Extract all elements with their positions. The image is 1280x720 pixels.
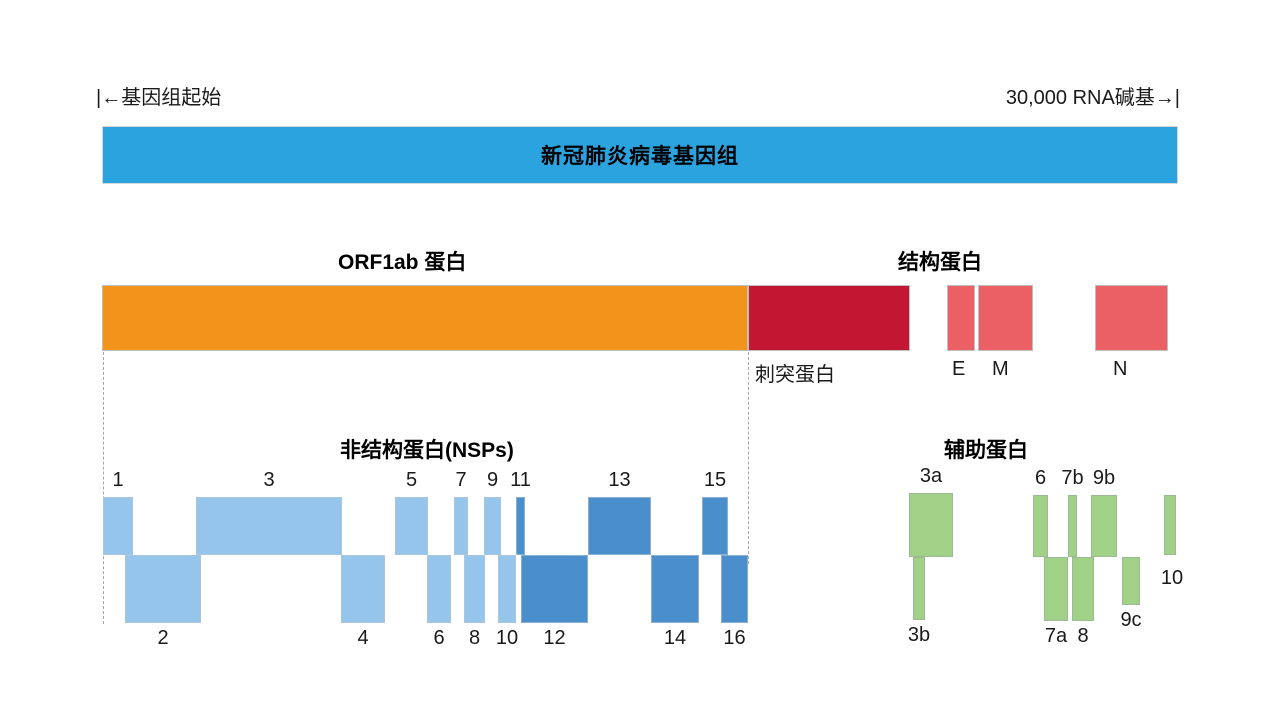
- accessory-number-label: 7a: [1044, 625, 1068, 647]
- nsp-number-label: 6: [433, 627, 445, 649]
- nsp-number-label: 8: [468, 627, 481, 649]
- nsp-number-label: 3: [263, 469, 275, 491]
- accessory-block: [1072, 557, 1094, 621]
- nsp-block: [196, 497, 342, 555]
- nsp-block: [454, 497, 468, 555]
- accessory-number-label: 7b: [1061, 467, 1084, 489]
- heading-orf1ab: ORF1ab 蛋白: [338, 251, 467, 274]
- nsp-number-label: 11: [510, 469, 531, 491]
- accessory-block: [1044, 557, 1068, 621]
- n-protein-bar: [1095, 285, 1168, 351]
- nsp-number-label: 5: [405, 469, 418, 491]
- nsp-block: [125, 555, 201, 623]
- spike-protein-label: 刺突蛋白: [755, 364, 835, 386]
- genome-start-label: |←基因组起始: [96, 87, 222, 109]
- m-protein-label: M: [992, 358, 1009, 380]
- nsp-number-label: 14: [663, 627, 687, 649]
- n-protein-label: N: [1113, 358, 1128, 380]
- accessory-block: [1068, 495, 1077, 557]
- e-protein-label: E: [952, 358, 966, 380]
- nsp-number-label: 16: [723, 627, 746, 649]
- nsp-number-label: 13: [608, 469, 631, 491]
- accessory-block: [1091, 495, 1117, 557]
- orf1ab-protein-bar: [102, 285, 748, 351]
- genome-bar: 新冠肺炎病毒基因组: [102, 126, 1178, 184]
- guide-line-left: [103, 352, 104, 624]
- e-protein-bar: [947, 285, 975, 351]
- heading-structural: 结构蛋白: [898, 251, 982, 274]
- nsp-block: [702, 497, 728, 555]
- nsp-number-label: 1: [112, 469, 124, 491]
- accessory-number-label: 8: [1077, 625, 1089, 647]
- nsp-block: [651, 555, 699, 623]
- nsp-block: [484, 497, 501, 555]
- accessory-block: [1122, 557, 1140, 605]
- nsp-number-label: 2: [157, 627, 169, 649]
- accessory-block: [1033, 495, 1048, 557]
- nsp-block: [464, 555, 485, 623]
- heading-accessory: 辅助蛋白: [944, 439, 1028, 462]
- nsp-number-label: 10: [495, 627, 519, 649]
- accessory-number-label: 6: [1034, 467, 1047, 489]
- spike-protein-bar: [748, 285, 910, 351]
- nsp-block: [516, 497, 525, 555]
- accessory-block: [909, 493, 953, 557]
- nsp-number-label: 9: [486, 469, 499, 491]
- nsp-block: [721, 555, 748, 623]
- accessory-number-label: 3a: [919, 465, 943, 487]
- nsp-number-label: 7: [455, 469, 467, 491]
- accessory-number-label: 10: [1160, 567, 1184, 589]
- nsp-number-label: 4: [357, 627, 369, 649]
- accessory-number-label: 9b: [1092, 467, 1116, 489]
- nsp-number-label: 12: [543, 627, 566, 649]
- nsp-block: [427, 555, 451, 623]
- accessory-block: [1164, 495, 1176, 555]
- accessory-number-label: 9c: [1120, 609, 1142, 631]
- guide-line-right: [748, 352, 749, 564]
- accessory-number-label: 3b: [907, 624, 931, 646]
- nsp-block: [341, 555, 385, 623]
- nsp-block: [588, 497, 651, 555]
- heading-nsps: 非结构蛋白(NSPs): [340, 439, 514, 462]
- genome-bar-title: 新冠肺炎病毒基因组: [541, 145, 739, 168]
- m-protein-bar: [978, 285, 1033, 351]
- genome-end-label: 30,000 RNA碱基→|: [1005, 87, 1180, 109]
- nsp-block: [498, 555, 516, 623]
- nsp-block: [395, 497, 428, 555]
- nsp-block: [521, 555, 588, 623]
- nsp-number-label: 15: [703, 469, 727, 491]
- nsp-block: [103, 497, 133, 555]
- accessory-block: [913, 557, 925, 620]
